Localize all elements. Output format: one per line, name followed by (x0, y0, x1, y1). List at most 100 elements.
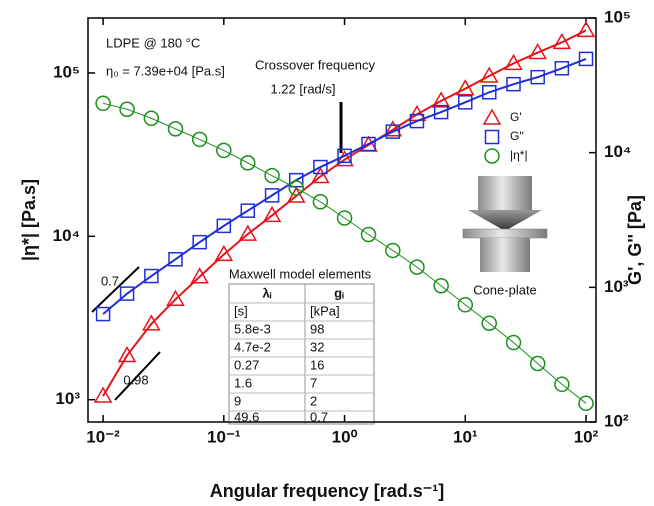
square-marker (313, 159, 328, 175)
square-marker (482, 84, 497, 100)
x-tick-label: 10⁰ (332, 427, 358, 446)
circle-marker (409, 259, 425, 275)
circle-marker (505, 334, 522, 351)
square-marker (144, 268, 159, 284)
triangle-marker (286, 186, 306, 203)
square-marker (337, 148, 352, 164)
square-marker (168, 252, 183, 267)
circle-marker (167, 121, 184, 137)
y-axis-title: |η*| [Pa.s] (19, 179, 39, 261)
x-tick-label: 10⁻² (86, 427, 120, 446)
series-line (102, 57, 587, 315)
slope-label: 0.7 (101, 273, 119, 288)
x-axis-title: Angular frequency [rad.s⁻¹] (210, 481, 445, 501)
square-marker (216, 218, 232, 234)
square-marker (506, 76, 521, 92)
eta0-label: η₀ = 7.39e+04 [Pa.s] (106, 63, 225, 78)
series-line (102, 29, 587, 397)
square-marker (240, 203, 256, 218)
table-header: gᵢ (334, 285, 344, 300)
circle-marker (191, 131, 208, 148)
table-unit: [kPa] (310, 303, 340, 318)
table-header: λᵢ (262, 285, 271, 300)
circle-marker (264, 167, 280, 184)
square-marker (554, 61, 570, 76)
y-tick-label: 10⁴ (53, 226, 80, 245)
slope-label: 0.98 (123, 372, 148, 387)
cone-plate-icon (462, 176, 548, 272)
sample-label: LDPE @ 180 °C (106, 35, 200, 50)
square-marker (409, 113, 425, 129)
y2-tick-label: 10⁵ (604, 7, 631, 26)
y2-tick-label: 10² (604, 411, 629, 430)
circle-marker (481, 315, 498, 332)
crossover-value: 1.22 [rad/s] (270, 81, 335, 96)
table-cell: 2 (310, 393, 317, 408)
y2-axis-title: G', G'' [Pa] (625, 195, 645, 285)
triangle-marker (190, 267, 209, 284)
table-cell: 9 (234, 393, 241, 408)
table-cell: 1.6 (234, 375, 252, 390)
square-marker (95, 306, 111, 322)
table-cell: 7 (310, 375, 317, 390)
legend-marker (484, 148, 500, 164)
plot-frame (87, 17, 597, 423)
triangle-marker (576, 20, 596, 38)
y2-tick-label: 10³ (604, 277, 629, 296)
table-cell: 0.7 (310, 409, 328, 424)
circle-marker (336, 210, 353, 226)
circle-marker (457, 297, 474, 313)
table-cell: 98 (310, 321, 324, 336)
y-tick-label: 10⁵ (53, 62, 80, 81)
circle-marker (143, 110, 160, 127)
triangle-marker (431, 91, 451, 108)
table-cell: 49.6 (234, 409, 259, 424)
legend-label: G' (510, 110, 522, 124)
maxwell-table: λᵢ gᵢ [s] [kPa] 5.8e-3 98 4.7e-2 32 0.27 16 1.6 7 9 2… (228, 283, 375, 425)
triangle-marker (383, 120, 403, 137)
table-cell: 32 (310, 339, 324, 354)
square-marker (433, 104, 449, 120)
circle-marker (95, 95, 111, 112)
square-marker (530, 69, 545, 85)
table-title: Maxwell model elements (229, 266, 372, 281)
circle-marker (578, 395, 594, 412)
legend-marker (484, 129, 500, 145)
legend-label: G'' (510, 129, 524, 143)
slope-guide (91, 266, 140, 313)
triangle-marker (117, 345, 137, 363)
x-tick-label: 10⁻¹ (207, 427, 241, 446)
y2-tick-label: 10⁴ (604, 142, 631, 161)
slope-guide (114, 351, 161, 401)
circle-marker (554, 376, 570, 393)
triangle-marker (552, 32, 572, 50)
square-marker (264, 188, 280, 203)
table-cell: 16 (310, 357, 324, 372)
triangle-marker (93, 386, 113, 403)
square-marker (119, 286, 135, 301)
square-marker (192, 234, 207, 250)
triangle-marker (238, 224, 258, 241)
circle-marker (385, 242, 401, 259)
triangle-marker (455, 79, 475, 96)
square-marker (578, 51, 594, 67)
series-line (102, 102, 587, 404)
circle-marker (119, 101, 135, 117)
triangle-marker (142, 314, 161, 331)
circle-marker (312, 194, 329, 210)
y-tick-label: 10³ (55, 389, 80, 408)
geometry-label: Cone-plate (473, 282, 537, 297)
circle-marker (216, 142, 232, 159)
square-marker (288, 172, 304, 188)
square-marker (385, 124, 401, 139)
table-cell: 4.7e-2 (234, 339, 271, 354)
crossover-title: Crossover frequency (255, 57, 375, 72)
table-unit: [s] (234, 303, 248, 318)
circle-marker (529, 355, 546, 372)
triangle-marker (528, 43, 547, 60)
x-tick-label: 10² (574, 427, 599, 446)
triangle-marker (262, 205, 282, 223)
circle-marker (360, 226, 377, 243)
circle-marker (433, 277, 449, 294)
